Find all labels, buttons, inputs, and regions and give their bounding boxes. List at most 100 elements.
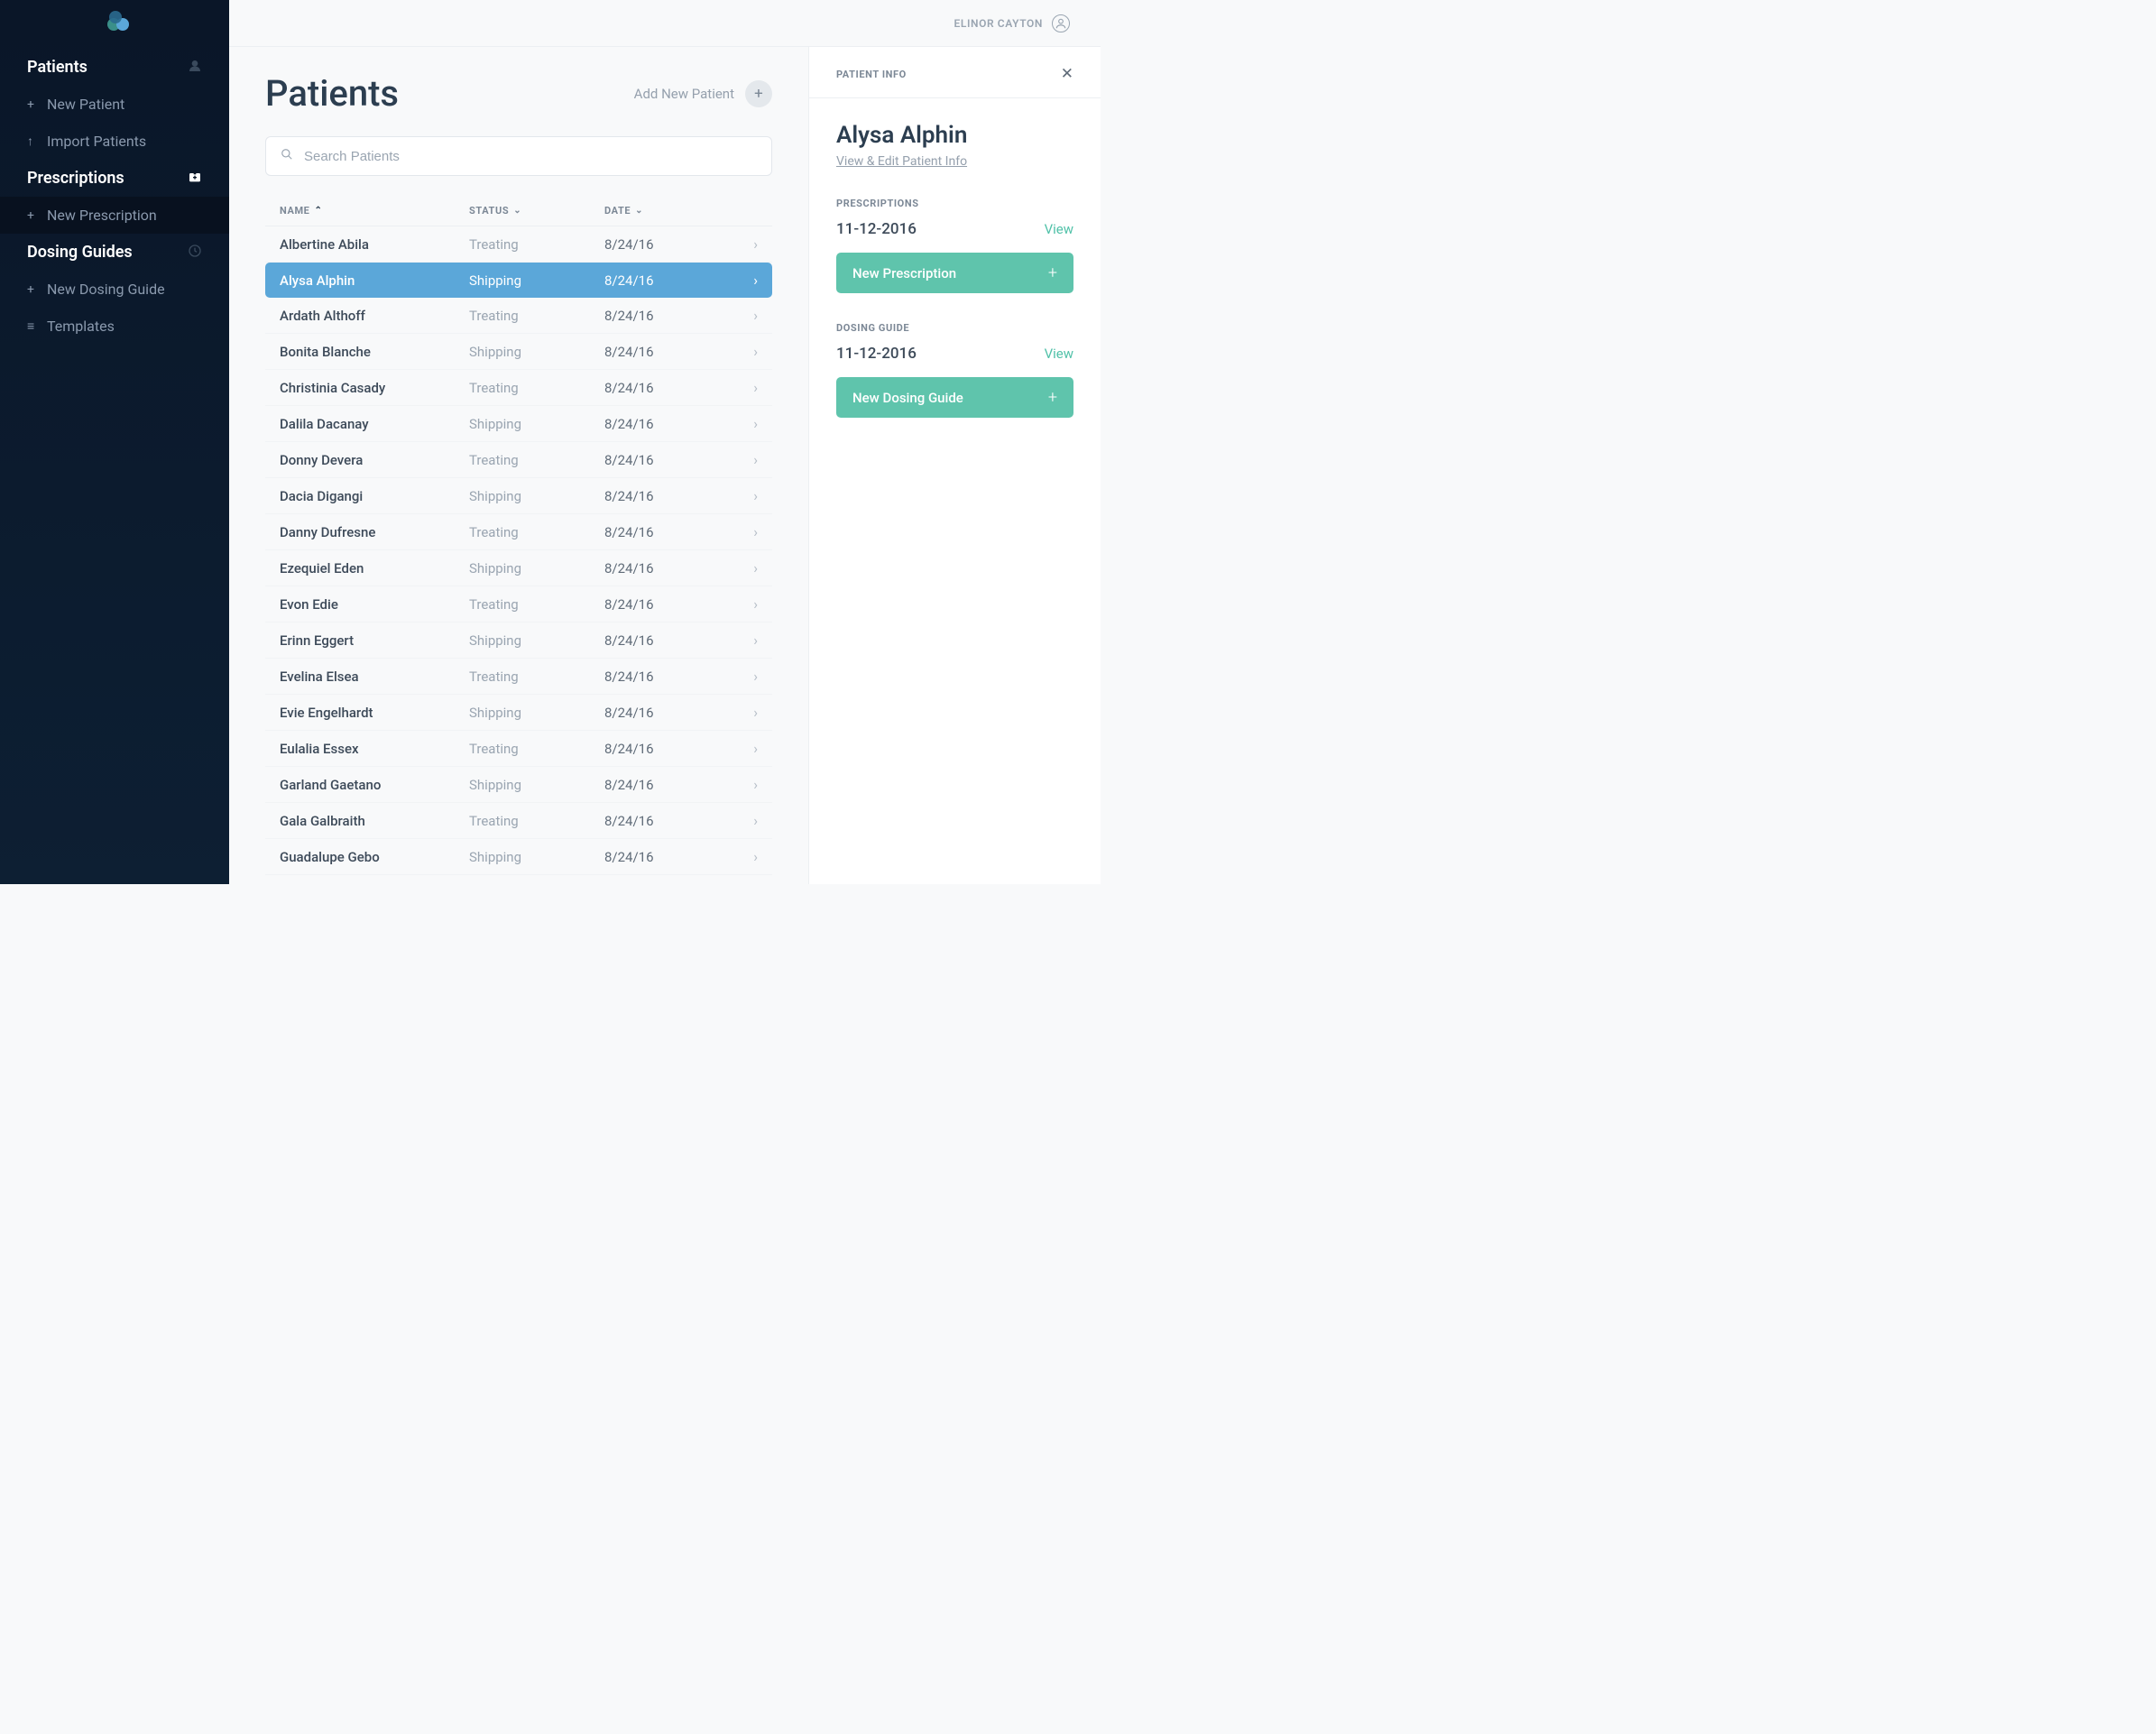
table-row[interactable]: Erinn EggertShipping8/24/16› xyxy=(265,623,772,659)
status-cell: Shipping xyxy=(469,416,604,432)
table-row[interactable]: Evelina ElseaTreating8/24/16› xyxy=(265,659,772,695)
chevron-right-icon: › xyxy=(736,415,758,432)
patient-name-cell: Dalila Dacanay xyxy=(280,416,469,432)
main-content: Patients Add New Patient + NAME ⌃ xyxy=(229,47,808,884)
patient-name-cell: Evelina Elsea xyxy=(280,669,469,685)
patient-name-cell: Albertine Abila xyxy=(280,236,469,253)
table-row[interactable]: Guadalupe GeboShipping8/24/16› xyxy=(265,839,772,875)
section-icon xyxy=(188,244,202,262)
status-cell: Treating xyxy=(469,452,604,468)
prefix-icon: ↑ xyxy=(27,134,38,149)
nav-new-dosing-guide[interactable]: +New Dosing Guide xyxy=(0,271,229,308)
prefix-icon: + xyxy=(27,282,38,297)
status-cell: Shipping xyxy=(469,777,604,793)
chevron-right-icon: › xyxy=(736,704,758,721)
page-title: Patients xyxy=(265,72,399,115)
user-name-label: ELINOR CAYTON xyxy=(954,17,1043,30)
plus-icon: + xyxy=(1048,388,1057,407)
patient-name-cell: Evie Engelhardt xyxy=(280,705,469,721)
search-box[interactable] xyxy=(265,136,772,176)
chevron-right-icon: › xyxy=(736,812,758,829)
view-prescription-link[interactable]: View xyxy=(1045,221,1073,237)
status-cell: Shipping xyxy=(469,344,604,360)
table-row[interactable]: Bonita BlancheShipping8/24/16› xyxy=(265,334,772,370)
table-row[interactable]: Danny DufresneTreating8/24/16› xyxy=(265,514,772,550)
prefix-icon: + xyxy=(27,97,38,112)
date-cell: 8/24/16 xyxy=(604,777,736,793)
date-cell: 8/24/16 xyxy=(604,380,736,396)
table-row[interactable]: Garland GaetanoShipping8/24/16› xyxy=(265,767,772,803)
nav-templates[interactable]: ≡Templates xyxy=(0,308,229,345)
search-icon xyxy=(281,148,293,164)
table-row[interactable]: Evie EngelhardtShipping8/24/16› xyxy=(265,695,772,731)
date-cell: 8/24/16 xyxy=(604,488,736,504)
add-patient-button[interactable]: Add New Patient + xyxy=(634,80,772,107)
patient-name-cell: Ezequiel Eden xyxy=(280,560,469,576)
table-header: NAME ⌃ STATUS ⌄ DATE ⌄ xyxy=(265,196,772,226)
user-menu[interactable]: ELINOR CAYTON xyxy=(954,14,1070,32)
patient-name-cell: Dacia Digangi xyxy=(280,488,469,504)
table-row[interactable]: Dalila DacanayShipping8/24/16› xyxy=(265,406,772,442)
nav-new-patient[interactable]: +New Patient xyxy=(0,86,229,123)
status-cell: Treating xyxy=(469,741,604,757)
table-row[interactable]: Albertine AbilaTreating8/24/16› xyxy=(265,226,772,263)
date-cell: 8/24/16 xyxy=(604,452,736,468)
patient-name-cell: Garland Gaetano xyxy=(280,777,469,793)
table-row[interactable]: Dacia DigangiShipping8/24/16› xyxy=(265,478,772,514)
table-row[interactable]: Gala GalbraithTreating8/24/16› xyxy=(265,803,772,839)
new-prescription-button[interactable]: New Prescription + xyxy=(836,253,1073,293)
section-icon xyxy=(188,170,202,188)
column-name[interactable]: NAME ⌃ xyxy=(280,205,469,217)
table-row[interactable]: Alysa AlphinShipping8/24/16› xyxy=(265,263,772,298)
table-row[interactable]: Ardath AlthoffTreating8/24/16› xyxy=(265,298,772,334)
table-row[interactable]: Christinia CasadyTreating8/24/16› xyxy=(265,370,772,406)
nav-new-prescription[interactable]: +New Prescription xyxy=(0,197,229,234)
sidebar-section-patients[interactable]: Patients xyxy=(0,49,229,86)
chevron-down-icon: ⌄ xyxy=(513,206,521,216)
date-cell: 8/24/16 xyxy=(604,596,736,613)
table-row[interactable]: Donny DeveraTreating8/24/16› xyxy=(265,442,772,478)
table-row[interactable]: Evon EdieTreating8/24/16› xyxy=(265,586,772,623)
avatar-icon xyxy=(1052,14,1070,32)
close-icon[interactable]: ✕ xyxy=(1061,65,1073,83)
add-patient-label: Add New Patient xyxy=(634,86,734,102)
date-cell: 8/24/16 xyxy=(604,669,736,685)
patient-name-cell: Gala Galbraith xyxy=(280,813,469,829)
patient-info-panel: PATIENT INFO ✕ Alysa Alphin View & Edit … xyxy=(808,47,1101,884)
new-dosing-guide-button[interactable]: New Dosing Guide + xyxy=(836,377,1073,418)
patient-name-cell: Bonita Blanche xyxy=(280,344,469,360)
chevron-right-icon: › xyxy=(736,595,758,613)
chevron-right-icon: › xyxy=(736,740,758,757)
search-input[interactable] xyxy=(304,149,757,164)
table-row[interactable]: Ginger GoldstonTreating8/24/16› xyxy=(265,875,772,884)
table-row[interactable]: Eulalia EssexTreating8/24/16› xyxy=(265,731,772,767)
patient-name-cell: Eulalia Essex xyxy=(280,741,469,757)
date-cell: 8/24/16 xyxy=(604,560,736,576)
column-status[interactable]: STATUS ⌄ xyxy=(469,205,604,217)
date-cell: 8/24/16 xyxy=(604,632,736,649)
chevron-right-icon: › xyxy=(736,776,758,793)
status-cell: Shipping xyxy=(469,488,604,504)
chevron-right-icon: › xyxy=(736,487,758,504)
status-cell: Shipping xyxy=(469,705,604,721)
chevron-right-icon: › xyxy=(736,307,758,324)
patient-name-cell: Donny Devera xyxy=(280,452,469,468)
chevron-right-icon: › xyxy=(736,272,758,289)
table-row[interactable]: Ezequiel EdenShipping8/24/16› xyxy=(265,550,772,586)
chevron-right-icon: › xyxy=(736,523,758,540)
edit-patient-link[interactable]: View & Edit Patient Info xyxy=(836,154,1073,169)
nav-import-patients[interactable]: ↑Import Patients xyxy=(0,123,229,160)
chevron-right-icon: › xyxy=(736,848,758,865)
chevron-right-icon: › xyxy=(736,379,758,396)
status-cell: Treating xyxy=(469,669,604,685)
logo xyxy=(0,0,229,49)
sidebar-section-dosing-guides[interactable]: Dosing Guides xyxy=(0,234,229,271)
column-date[interactable]: DATE ⌄ xyxy=(604,205,736,217)
patient-name: Alysa Alphin xyxy=(836,122,1073,149)
chevron-right-icon: › xyxy=(736,559,758,576)
date-cell: 8/24/16 xyxy=(604,524,736,540)
sidebar-section-prescriptions[interactable]: Prescriptions xyxy=(0,160,229,197)
prescription-date: 11-12-2016 xyxy=(836,220,917,238)
status-cell: Shipping xyxy=(469,849,604,865)
view-dosing-link[interactable]: View xyxy=(1045,346,1073,362)
